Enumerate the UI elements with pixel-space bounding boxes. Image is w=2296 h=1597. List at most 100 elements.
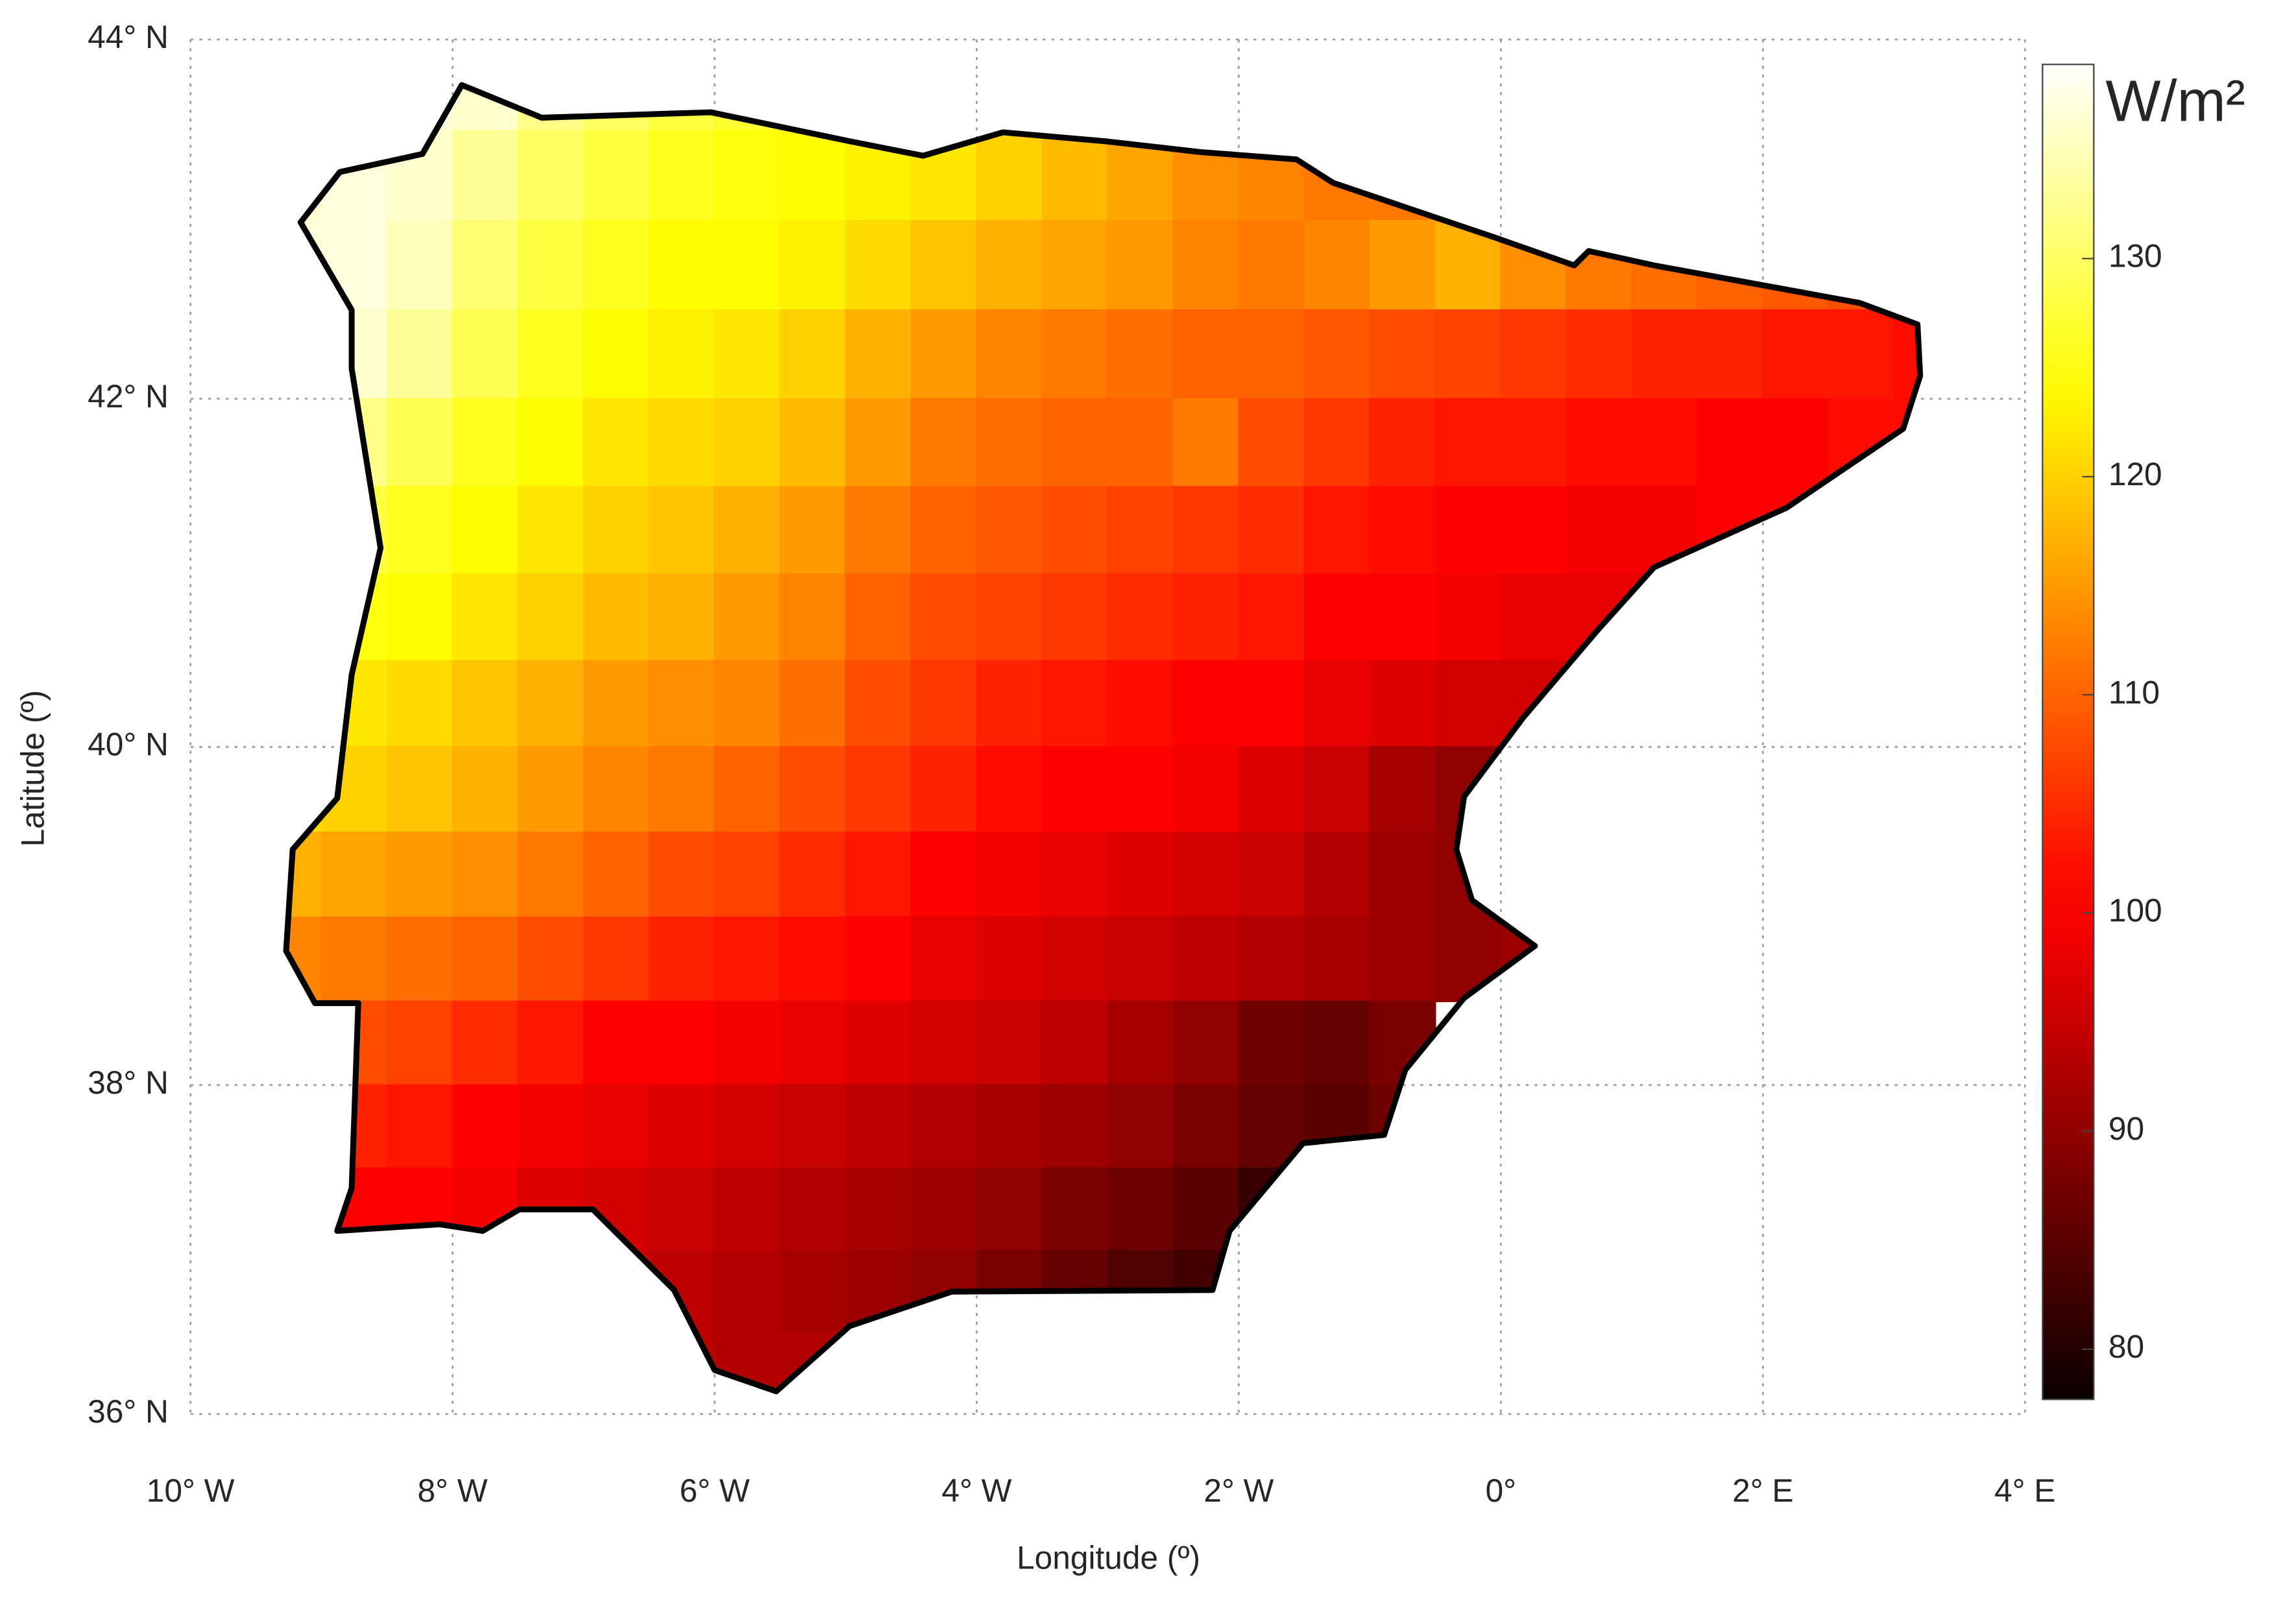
heat-cell: [648, 746, 716, 834]
heat-cell: [845, 832, 912, 919]
heat-cell: [517, 1000, 585, 1086]
heat-cell: [976, 1000, 1043, 1086]
heat-cell: [1434, 573, 1502, 662]
heat-cell: [1303, 486, 1371, 575]
heat-cell: [1434, 832, 1502, 919]
heat-cell: [386, 486, 453, 575]
heat-cell: [1762, 309, 1830, 400]
heat-cell: [320, 85, 388, 132]
heat-cell: [779, 129, 847, 222]
heat-cell: [1238, 573, 1305, 662]
heat-cell: [1041, 746, 1109, 834]
heat-cell: [779, 573, 847, 662]
heat-cell: [1041, 660, 1109, 748]
heat-cell: [1369, 309, 1436, 400]
heat-cell: [583, 1249, 650, 1334]
heat-cell: [845, 746, 912, 834]
heat-cell: [1369, 746, 1436, 834]
heat-cell: [1369, 1084, 1436, 1169]
colorbar-tick-label: 90: [2109, 1111, 2144, 1147]
heat-cell: [1500, 398, 1567, 488]
heat-cell: [714, 660, 781, 748]
x-tick-label: 4° W: [941, 1472, 1011, 1509]
heat-cell: [714, 916, 781, 1002]
heat-cell: [779, 916, 847, 1002]
heat-cell: [976, 129, 1043, 222]
heat-cell: [583, 1000, 650, 1086]
heat-cell: [1238, 1000, 1305, 1086]
heat-cell: [1238, 398, 1305, 488]
heat-cell: [779, 832, 847, 919]
heat-cell: [910, 573, 978, 662]
heat-cell: [1369, 573, 1436, 662]
heat-cell: [1434, 660, 1502, 748]
heat-cell: [910, 1000, 978, 1086]
heat-cell: [1434, 309, 1502, 400]
heat-cell: [779, 1249, 847, 1334]
heat-cell: [648, 1249, 716, 1334]
colorbar-tick-label: 80: [2109, 1328, 2144, 1365]
heat-cell: [386, 398, 453, 488]
heat-cell: [1303, 832, 1371, 919]
heat-cell: [1303, 129, 1371, 222]
heat-cell: [386, 832, 453, 919]
heat-cell: [452, 660, 519, 748]
heat-cell: [1107, 1000, 1174, 1086]
heat-cell: [1107, 309, 1174, 400]
x-tick-label: 6° W: [679, 1472, 749, 1509]
heat-cell: [286, 309, 322, 400]
colorbar-tick-label: 120: [2109, 456, 2162, 492]
heat-cell: [648, 832, 716, 919]
heat-cell: [910, 309, 978, 400]
y-tick-label: 42° N: [88, 378, 169, 414]
heat-cell: [779, 1084, 847, 1169]
heat-cell: [583, 660, 650, 748]
heat-cell: [1238, 219, 1305, 311]
colorbar-label: W/m²: [2105, 68, 2245, 134]
heat-cell: [1369, 398, 1436, 488]
heat-cell: [1893, 398, 1920, 488]
heat-cell: [583, 129, 650, 222]
heat-cell: [1697, 309, 1764, 400]
heat-cell: [976, 832, 1043, 919]
heat-cell: [845, 85, 912, 132]
heat-cell: [976, 916, 1043, 1002]
heat-cell: [1041, 573, 1109, 662]
heat-cell: [976, 398, 1043, 488]
heat-cell: [779, 1332, 847, 1391]
heat-cell: [845, 1167, 912, 1252]
heat-cell: [779, 219, 847, 311]
heat-cell: [1172, 219, 1240, 311]
heat-cell: [517, 660, 585, 748]
heat-cell: [910, 398, 978, 488]
heat-cell: [1238, 746, 1305, 834]
heat-cell: [976, 1167, 1043, 1252]
heat-cell: [1041, 1167, 1109, 1252]
heat-cell: [714, 129, 781, 222]
heat-cell: [1172, 1084, 1240, 1169]
heat-cell: [714, 1167, 781, 1252]
heat-cell: [1369, 486, 1436, 575]
heat-cell: [583, 573, 650, 662]
heat-cell: [845, 916, 912, 1002]
heat-cell: [714, 398, 781, 488]
heat-cell: [1041, 398, 1109, 488]
heat-cell: [910, 1084, 978, 1169]
heat-cell: [714, 573, 781, 662]
heat-cell: [1303, 219, 1371, 311]
heat-cell: [1041, 832, 1109, 919]
heat-cell: [1565, 573, 1633, 662]
heat-cell: [386, 1084, 453, 1169]
heat-cell: [1631, 309, 1698, 400]
heat-cell: [320, 746, 388, 834]
colorbar-tick-label: 110: [2109, 674, 2160, 710]
colorbar-tick-label: 100: [2109, 893, 2162, 929]
heat-cell: [386, 916, 453, 1002]
heat-cell: [648, 660, 716, 748]
heat-cell: [386, 573, 453, 662]
heat-cell: [517, 746, 585, 834]
heat-cell: [452, 309, 519, 400]
heat-cell: [1238, 486, 1305, 575]
heatmap: [286, 85, 1920, 1391]
heat-cell: [517, 398, 585, 488]
